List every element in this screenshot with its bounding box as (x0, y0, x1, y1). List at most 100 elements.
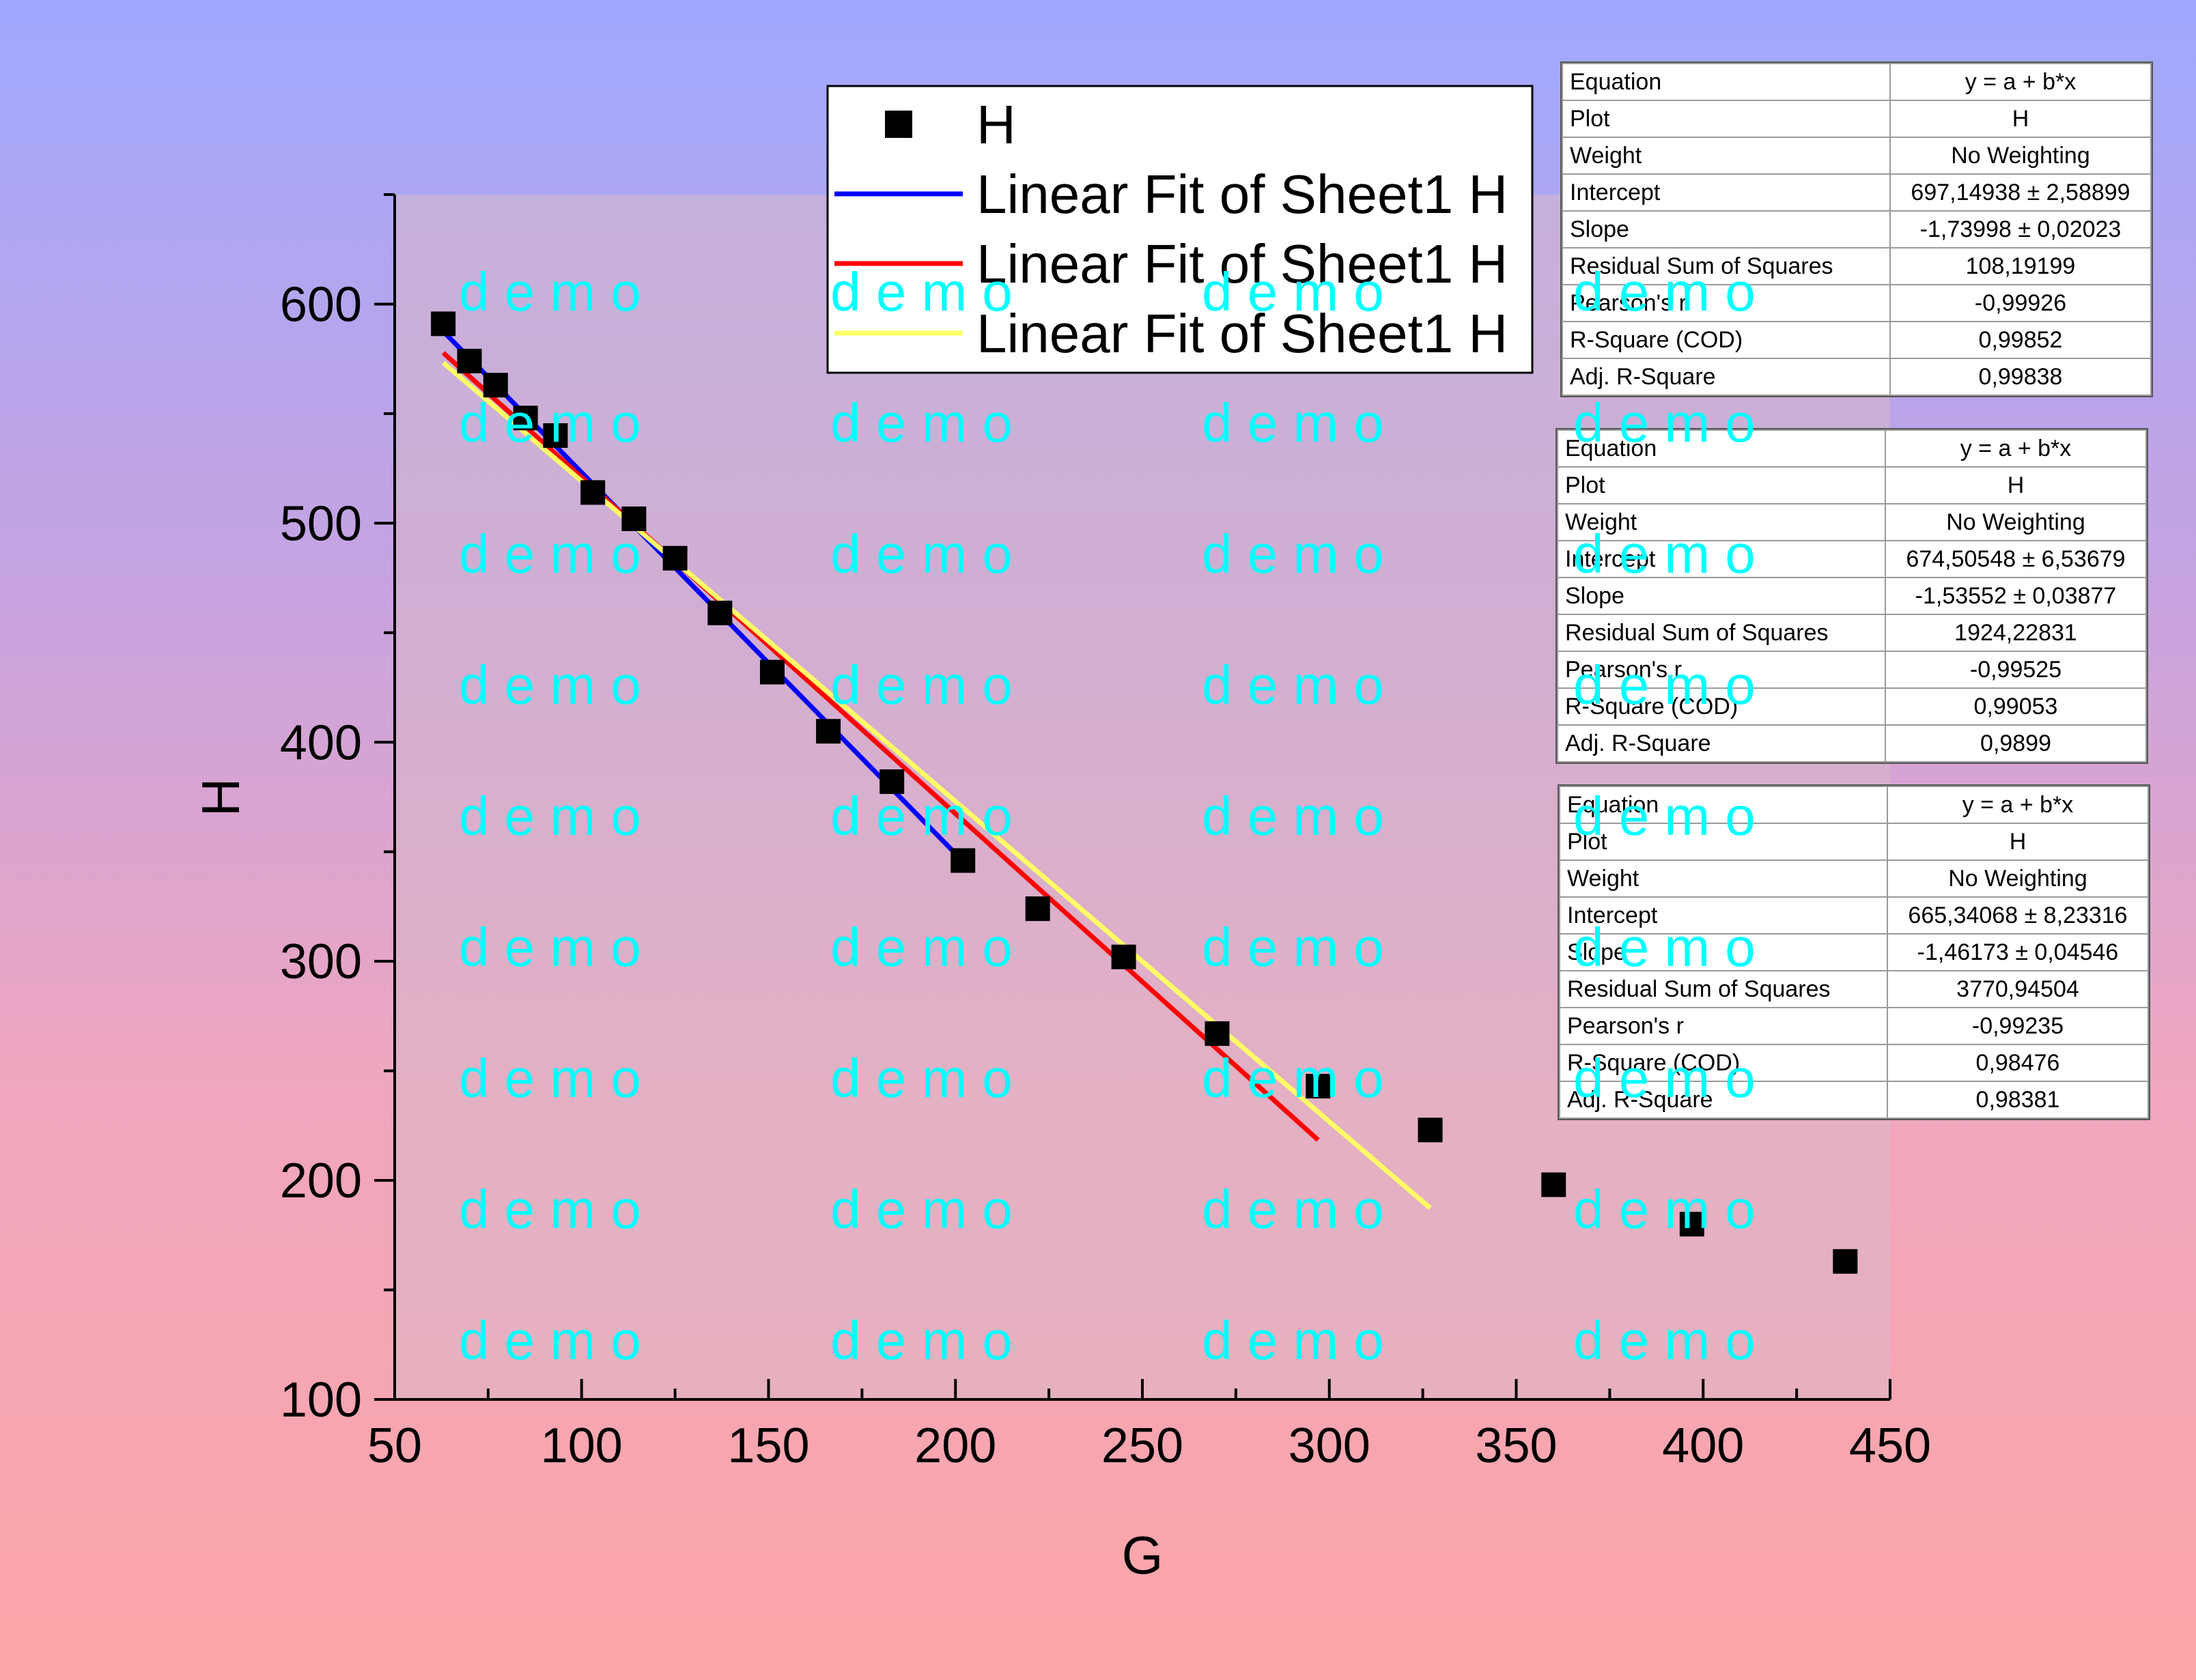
fit-param-value: No Weighting (1885, 503, 2147, 541)
fit-param-name: Pearson's r (1562, 284, 1891, 322)
fit-param-value: 665,34068 ± 8,23316 (1887, 896, 2149, 935)
fit-table-row: Adj. R-Square 0,99838 (1562, 358, 2152, 396)
fit-table-row: Equation y = a + b*x (1562, 63, 2152, 101)
y-tick-label: 500 (280, 496, 362, 551)
fit-param-name: R-Square (COD) (1562, 321, 1891, 359)
data-point (1205, 1021, 1230, 1047)
fit-param-value: 697,14938 ± 2,58899 (1889, 173, 2152, 212)
fit-line-3 (441, 360, 1432, 1210)
legend-label: Linear Fit of Sheet1 H (976, 233, 1508, 294)
fit-table-row: Plot H (1562, 100, 2152, 138)
x-tick-label: 350 (1475, 1419, 1557, 1473)
fit-param-value: y = a + b*x (1885, 429, 2147, 468)
legend-label: Linear Fit of Sheet1 H (976, 164, 1508, 225)
x-tick-label: 200 (914, 1419, 996, 1473)
y-tick-label: 200 (280, 1154, 362, 1208)
legend-box (826, 85, 1534, 374)
x-tick-label: 400 (1662, 1419, 1744, 1473)
fit-table-row: Plot H (1559, 823, 2149, 861)
fit-table-row: Residual Sum of Squares 1924,22831 (1557, 614, 2147, 652)
fit-param-value: No Weighting (1887, 859, 2149, 898)
fit-param-value: y = a + b*x (1887, 786, 2149, 824)
data-point (759, 659, 785, 685)
data-point (580, 480, 606, 505)
fit-param-value: 0,99852 (1889, 321, 2152, 359)
fit-results-table-1: Equation y = a + b*x Plot H Weight No Weighti… (1560, 61, 2153, 397)
fit-param-value: 108,19199 (1889, 247, 2152, 285)
fit-table-row: R-Square (COD) 0,99852 (1562, 321, 2152, 359)
fit-table-row: Weight No Weighting (1557, 503, 2147, 541)
fit-table-row: Slope -1,73998 ± 0,02023 (1562, 210, 2152, 248)
fit-param-name: Pearson's r (1559, 1007, 1888, 1045)
fit-table-row: R-Square (COD) 0,99053 (1557, 687, 2147, 726)
fit-param-name: R-Square (COD) (1559, 1044, 1888, 1082)
fit-table-row: Adj. R-Square 0,9899 (1557, 724, 2147, 763)
fit-param-value: -1,46173 ± 0,04546 (1887, 933, 2149, 971)
fit-param-value: No Weighting (1889, 137, 2152, 175)
data-point (707, 600, 733, 625)
fit-param-name: Weight (1557, 503, 1886, 541)
fit-results-table-2: Equation y = a + b*x Plot H Weight No Weighti… (1556, 428, 2148, 764)
fit-param-value: -1,53552 ± 0,03877 (1885, 577, 2147, 615)
legend: H Linear Fit of Sheet1 H Linear Fit of She… (826, 85, 1534, 374)
fit-param-name: Adj. R-Square (1557, 724, 1886, 763)
data-points (431, 311, 1858, 1274)
fit-param-name: Residual Sum of Squares (1562, 247, 1891, 285)
x-tick-label: 450 (1849, 1419, 1931, 1473)
fit-table-row: Residual Sum of Squares 108,19199 (1562, 247, 2152, 285)
fit-param-name: Weight (1562, 137, 1891, 175)
fit-param-value: 0,98476 (1887, 1044, 2149, 1082)
fit-table-row: Intercept 697,14938 ± 2,58899 (1562, 173, 2152, 212)
data-point (1025, 896, 1050, 922)
fit-param-name: Slope (1562, 210, 1891, 248)
fit-param-name: Weight (1559, 859, 1888, 898)
data-point (621, 506, 647, 531)
fit-param-name: Slope (1557, 577, 1886, 615)
legend-label: H (976, 94, 1016, 155)
fit-param-value: 0,99838 (1889, 358, 2152, 396)
data-point (543, 423, 568, 448)
y-axis-label: H (191, 778, 251, 816)
fit-table-row: Plot H (1557, 466, 2147, 504)
data-point (816, 719, 841, 744)
axes: 50 100 150 200 250 300 350 400 45010020030040050… (280, 193, 1931, 1473)
data-point (513, 405, 538, 431)
data-point (1541, 1172, 1566, 1197)
fit-param-value: 674,50548 ± 6,53679 (1885, 540, 2147, 578)
x-tick-label: 100 (541, 1419, 623, 1473)
data-point (1111, 944, 1136, 969)
fit-param-name: Residual Sum of Squares (1559, 970, 1888, 1008)
fit-table-row: Slope -1,46173 ± 0,04546 (1559, 933, 2149, 971)
data-point (662, 545, 688, 571)
y-tick-label: 100 (280, 1373, 362, 1427)
fit-param-name: Adj. R-Square (1559, 1081, 1888, 1119)
data-point (1679, 1212, 1704, 1237)
fit-param-name: Equation (1559, 786, 1888, 824)
fit-param-name: R-Square (COD) (1557, 687, 1886, 726)
data-point (1833, 1249, 1858, 1274)
fit-param-value: H (1885, 466, 2147, 504)
fit-param-name: Plot (1562, 100, 1891, 138)
fit-param-name: Intercept (1562, 173, 1891, 212)
data-point (483, 373, 508, 398)
data-point (1306, 1074, 1331, 1099)
fit-table-row: Equation y = a + b*x (1559, 786, 2149, 824)
fit-table-row: Intercept 674,50548 ± 6,53679 (1557, 540, 2147, 578)
fit-param-name: Adj. R-Square (1562, 358, 1891, 396)
fit-param-value: H (1887, 823, 2149, 861)
x-tick-label: 250 (1101, 1419, 1183, 1473)
fit-param-value: 1924,22831 (1885, 614, 2147, 652)
x-axis-label: G (1122, 1525, 1164, 1585)
data-point (879, 769, 905, 795)
legend-label: Linear Fit of Sheet1 H (976, 303, 1508, 364)
fit-results-table-3: Equation y = a + b*x Plot H Weight No Weighti… (1558, 784, 2150, 1120)
data-point (457, 348, 482, 373)
fit-table-row: Weight No Weighting (1559, 859, 2149, 898)
fit-param-name: Intercept (1557, 540, 1886, 578)
fit-table-row: Intercept 665,34068 ± 8,23316 (1559, 896, 2149, 935)
fit-table-row: Equation y = a + b*x (1557, 429, 2147, 468)
fit-param-value: -0,99525 (1885, 651, 2147, 689)
data-point (431, 311, 456, 337)
fit-table-row: Adj. R-Square 0,98381 (1559, 1081, 2149, 1119)
